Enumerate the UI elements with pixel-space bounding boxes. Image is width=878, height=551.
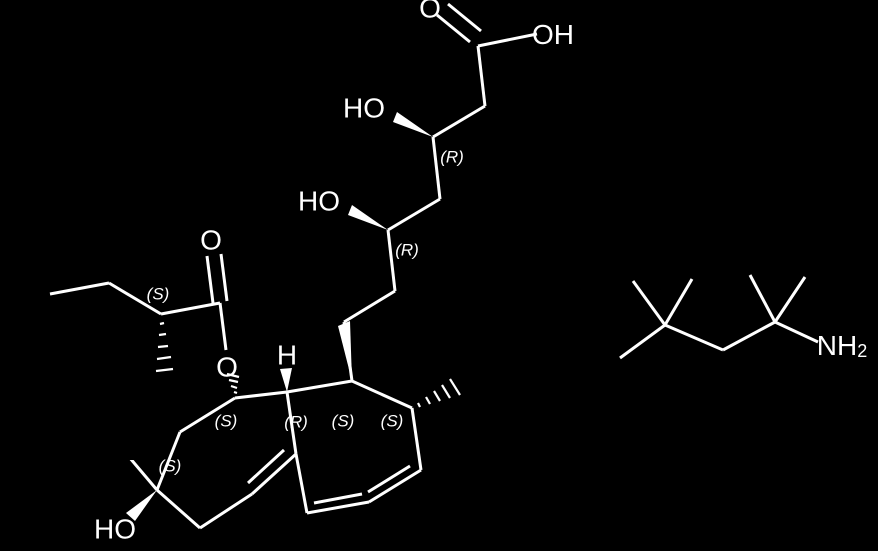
tert-octylamine: NH2 [620,275,867,361]
stereo-r2: (R) [395,241,419,260]
label-HO-r1: HO [343,93,385,124]
statin-acid-main: OH O HO (R) HO (R) O O (S) [50,0,574,545]
label-O-ester-bridge: O [216,352,238,383]
label-H-ring: H [277,340,297,371]
stereo-r-junction: (R) [284,413,308,432]
stereo-s-ring-left: (S) [332,412,355,431]
stereo-s-butyl: (S) [147,285,170,304]
stereo-s-ester: (S) [215,412,238,431]
label-OH-top: OH [532,19,574,50]
label-HO-r2: HO [298,186,340,217]
label-O-ester-carbonyl: O [200,225,222,256]
chemical-diagram: OH O HO (R) HO (R) O O (S) [0,0,878,551]
stereo-r1: (R) [440,148,464,167]
stereo-s-ring-right: (S) [381,412,404,431]
label-HO-ring: HO [94,514,136,545]
svg-text:NH2: NH2 [817,330,867,362]
label-O-carbonyl-top: O [419,0,441,24]
label-NH2-sub: 2 [857,341,867,361]
stereo-s-ringoh: (S) [159,457,182,476]
svg-text:OH: OH [532,19,574,50]
label-NH2: NH [817,330,857,361]
